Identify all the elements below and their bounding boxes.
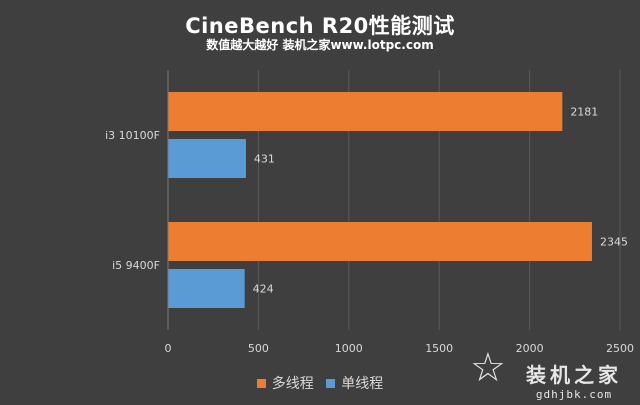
bar-single-thread — [168, 139, 246, 178]
chart-title: CineBench R20性能测试 — [185, 14, 455, 38]
bar-multi-thread — [168, 92, 563, 131]
watermark-sub: gdhjbk.com — [535, 388, 613, 401]
data-label: 424 — [253, 283, 274, 296]
y-category-label: i3 10100F — [105, 129, 160, 142]
x-tick-label: 2000 — [516, 342, 544, 355]
data-label: 431 — [254, 153, 275, 166]
legend-swatch-single-thread — [326, 378, 336, 388]
legend-item-single-thread: 单线程 — [326, 373, 383, 393]
legend-swatch-multi-thread — [256, 378, 266, 388]
legend-label-single-thread: 单线程 — [341, 376, 384, 392]
bar-single-thread — [168, 269, 245, 308]
data-label: 2181 — [570, 106, 598, 119]
bar-multi-thread — [168, 222, 592, 261]
y-category-label: i5 9400F — [112, 259, 160, 272]
x-tick-label: 2500 — [606, 342, 634, 355]
x-tick-label: 1000 — [335, 342, 363, 355]
data-label: 2345 — [600, 236, 628, 249]
x-tick-label: 0 — [165, 342, 172, 355]
legend-item-multi-thread: 多线程 — [256, 373, 314, 393]
legend-label-multi-thread: 多线程 — [271, 376, 314, 392]
legend: 多线程 单线程 — [0, 373, 640, 393]
x-tick-label: 1500 — [425, 342, 453, 355]
x-tick-label: 500 — [248, 342, 269, 355]
chart-subtitle: 数值越大越好 装机之家www.lotpc.com — [206, 38, 434, 52]
watermark-main: 装机之家 — [526, 363, 622, 387]
watermark: 装机之家 gdhjbk.com — [526, 359, 622, 401]
watermark-star-icon: ☆ — [470, 345, 506, 391]
